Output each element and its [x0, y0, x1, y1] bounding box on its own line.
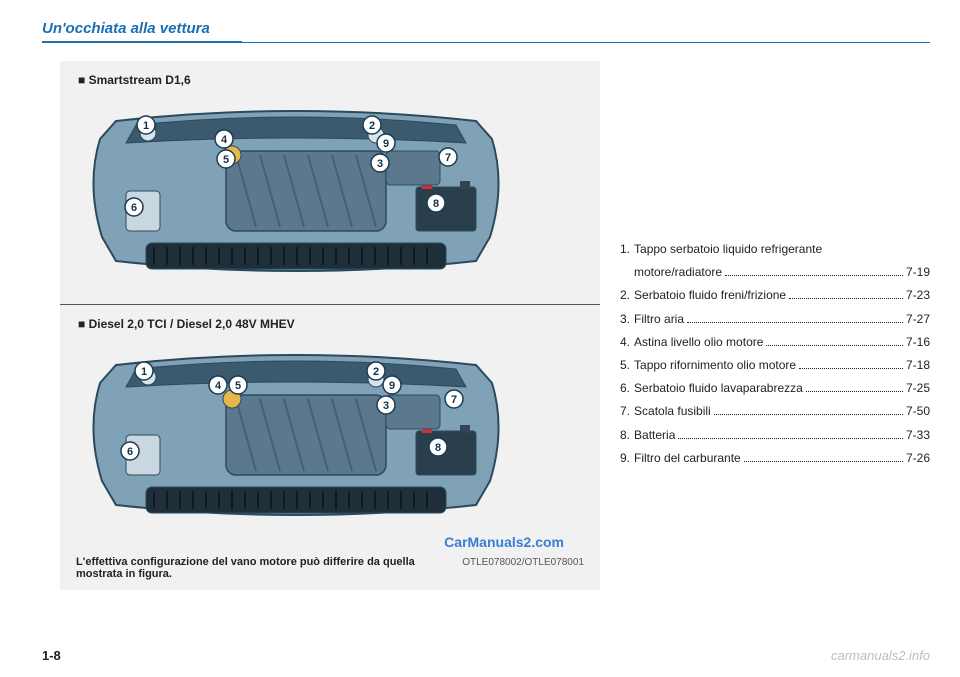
legend-item-page: 7-18: [906, 357, 930, 373]
leader-dots: [799, 361, 903, 369]
legend-item-page: 7-19: [906, 264, 930, 280]
figure-divider: [60, 304, 600, 305]
leader-dots: [766, 337, 903, 345]
legend-item-number: 8.: [620, 427, 630, 443]
legend-item: 4.Astina livello olio motore 7-16: [620, 334, 930, 350]
figure-reference-code: OTLE078002/OTLE078001: [462, 557, 584, 568]
page-content: ■ Smartstream D1,6 1 2 4 9 5 3 7 6 8 ■ Diesel 2,…: [0, 61, 960, 590]
legend-item-label: motore/radiatore: [634, 264, 722, 280]
svg-text:6: 6: [127, 446, 133, 458]
svg-text:8: 8: [433, 198, 439, 210]
leader-dots: [687, 314, 903, 322]
legend-item-number: 2.: [620, 287, 630, 303]
legend-item-page: 7-27: [906, 311, 930, 327]
legend-item-number: 9.: [620, 450, 630, 466]
legend-item-number: 6.: [620, 380, 630, 396]
header-rule: [0, 41, 960, 43]
legend-item-page: 7-16: [906, 334, 930, 350]
legend-item-number: 3.: [620, 311, 630, 327]
svg-text:5: 5: [235, 380, 241, 392]
legend-item-label: Scatola fusibili: [634, 403, 711, 419]
watermark-link: CarManuals2.com: [76, 534, 564, 550]
svg-text:2: 2: [369, 120, 375, 132]
legend-item-label: Serbatoio fluido lavaparabrezza: [634, 380, 803, 396]
engine-diagram-1: 1 2 4 9 5 3 7 6 8: [76, 95, 516, 285]
legend-item-page: 7-26: [906, 450, 930, 466]
figure-note: L'effettiva configurazione del vano moto…: [76, 556, 452, 580]
legend-item-number: 7.: [620, 403, 630, 419]
legend-item: motore/radiatore 7-19: [634, 264, 930, 280]
section-header: Un'occhiata alla vettura: [0, 0, 960, 41]
footer-watermark: carmanuals2.info: [831, 648, 930, 663]
legend-item-number: 4.: [620, 334, 630, 350]
leader-dots: [725, 268, 903, 276]
legend-item: 2.Serbatoio fluido freni/frizione 7-23: [620, 287, 930, 303]
svg-text:7: 7: [445, 152, 451, 164]
legend-item: 7.Scatola fusibili 7-50: [620, 403, 930, 419]
svg-text:9: 9: [383, 138, 389, 150]
legend-item: 6.Serbatoio fluido lavaparabrezza 7-25: [620, 380, 930, 396]
leader-dots: [678, 430, 903, 438]
svg-text:3: 3: [377, 158, 383, 170]
legend-item-page: 7-50: [906, 403, 930, 419]
leader-dots: [744, 453, 903, 461]
svg-text:3: 3: [383, 400, 389, 412]
leader-dots: [789, 291, 903, 299]
legend-item-label: Batteria: [634, 427, 675, 443]
legend-item-label: Tappo rifornimento olio motore: [634, 357, 796, 373]
svg-text:4: 4: [215, 380, 222, 392]
svg-text:1: 1: [143, 120, 149, 132]
legend-item-number: 5.: [620, 357, 630, 373]
legend-item-page: 7-23: [906, 287, 930, 303]
engine-diagram-2: 1 2 4 5 93 7 6 8: [76, 339, 516, 529]
legend-item-label: Tappo serbatoio liquido refrigerante: [634, 241, 822, 257]
leader-dots: [806, 384, 903, 392]
legend-item-page: 7-25: [906, 380, 930, 396]
svg-text:7: 7: [451, 394, 457, 406]
svg-text:9: 9: [389, 380, 395, 392]
legend-item-label: Serbatoio fluido freni/frizione: [634, 287, 786, 303]
figure-title-2: ■ Diesel 2,0 TCI / Diesel 2,0 48V MHEV: [78, 317, 584, 331]
svg-text:6: 6: [131, 202, 137, 214]
legend-item: 1.Tappo serbatoio liquido refrigerante: [620, 241, 930, 257]
legend-item: 8.Batteria 7-33: [620, 427, 930, 443]
legend-item-label: Filtro aria: [634, 311, 684, 327]
legend-item: 5.Tappo rifornimento olio motore 7-18: [620, 357, 930, 373]
leader-dots: [714, 407, 903, 415]
legend-item: 9.Filtro del carburante 7-26: [620, 450, 930, 466]
legend-item-label: Filtro del carburante: [634, 450, 741, 466]
figure-title-1: ■ Smartstream D1,6: [78, 73, 584, 87]
svg-text:5: 5: [223, 154, 229, 166]
svg-text:1: 1: [141, 366, 147, 378]
figure-column: ■ Smartstream D1,6 1 2 4 9 5 3 7 6 8 ■ Diesel 2,…: [60, 61, 600, 590]
svg-text:2: 2: [373, 366, 379, 378]
svg-text:8: 8: [435, 442, 441, 454]
legend-item-number: 1.: [620, 241, 630, 257]
legend-item: 3.Filtro aria 7-27: [620, 311, 930, 327]
legend-item-label: Astina livello olio motore: [634, 334, 763, 350]
svg-text:4: 4: [221, 134, 228, 146]
legend-item-page: 7-33: [906, 427, 930, 443]
page-number: 1-8: [42, 648, 61, 663]
legend-list: 1.Tappo serbatoio liquido refrigerante mo…: [620, 241, 930, 590]
